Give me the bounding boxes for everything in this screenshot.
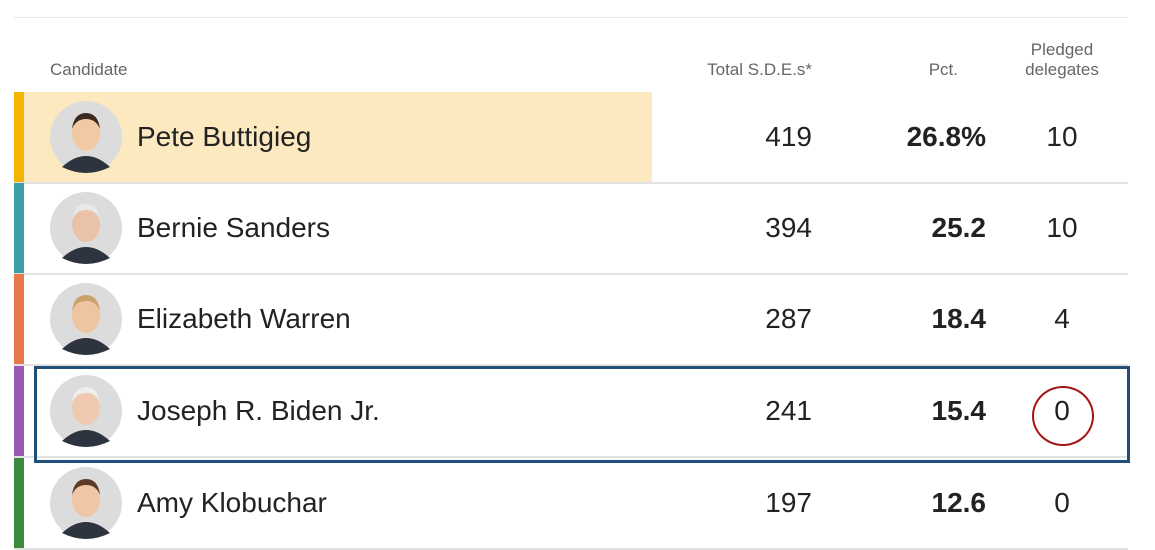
avatar-svg bbox=[50, 192, 122, 264]
avatar-svg bbox=[50, 283, 122, 355]
candidate-name: Elizabeth Warren bbox=[137, 303, 351, 334]
party-stripe bbox=[14, 458, 24, 548]
result-row: Pete Buttigieg 419 26.8% 10 bbox=[14, 92, 1128, 184]
candidate-name: Amy Klobuchar bbox=[137, 487, 327, 518]
sde-total: 197 bbox=[765, 487, 812, 518]
candidate-photo bbox=[50, 101, 122, 173]
pledged-delegates: 10 bbox=[1046, 212, 1078, 243]
party-stripe bbox=[14, 366, 24, 456]
candidate-name: Bernie Sanders bbox=[137, 212, 331, 243]
candidate-photo bbox=[50, 283, 122, 355]
candidate-name: Joseph R. Biden Jr. bbox=[137, 395, 380, 426]
party-stripe bbox=[14, 92, 24, 182]
percent: 26.8% bbox=[906, 121, 986, 152]
candidate-photo bbox=[50, 467, 122, 539]
pledged-delegates: 0 bbox=[1054, 487, 1070, 518]
highlight-box bbox=[34, 366, 1130, 463]
avatar-svg bbox=[50, 467, 122, 539]
result-row: Bernie Sanders 394 25.2 10 bbox=[14, 183, 1128, 275]
party-stripe bbox=[14, 274, 24, 364]
leader-highlight bbox=[24, 92, 652, 182]
candidate-photo bbox=[50, 192, 122, 264]
party-stripe bbox=[14, 183, 24, 273]
sde-total: 241 bbox=[765, 395, 812, 426]
highlight-circle bbox=[1032, 386, 1094, 446]
pledged-delegates: 4 bbox=[1054, 303, 1070, 334]
candidate-name: Pete Buttigieg bbox=[137, 121, 312, 152]
result-row: Joseph R. Biden Jr. 241 15.4 0 bbox=[14, 366, 1128, 458]
avatar-svg bbox=[50, 375, 122, 447]
top-rule bbox=[14, 17, 1128, 18]
result-row: Elizabeth Warren 287 18.4 4 bbox=[14, 274, 1128, 366]
percent: 15.4 bbox=[931, 395, 987, 426]
sde-total: 287 bbox=[765, 303, 812, 334]
header-pct: Pct. bbox=[928, 60, 958, 79]
header-sdes: Total S.D.E.s* bbox=[707, 60, 812, 79]
percent: 25.2 bbox=[931, 212, 987, 243]
header-candidate: Candidate bbox=[50, 60, 128, 79]
percent: 18.4 bbox=[931, 303, 987, 334]
result-row: Amy Klobuchar 197 12.6 0 bbox=[14, 458, 1128, 550]
sde-total: 394 bbox=[765, 212, 812, 243]
sde-total: 419 bbox=[765, 121, 812, 152]
header-delegates: Pledged delegates bbox=[1025, 40, 1099, 79]
avatar-svg bbox=[50, 101, 122, 173]
percent: 12.6 bbox=[931, 487, 987, 518]
pledged-delegates: 10 bbox=[1046, 121, 1078, 152]
candidate-photo bbox=[50, 375, 122, 447]
